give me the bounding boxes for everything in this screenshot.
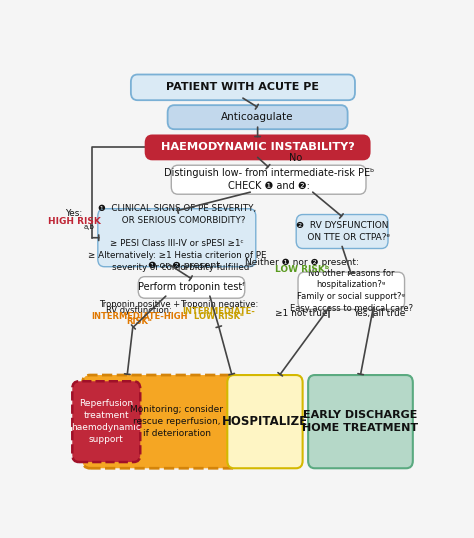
Text: Yes:: Yes:	[65, 209, 82, 218]
Text: HAEMODYNAMIC INSTABILITY?: HAEMODYNAMIC INSTABILITY?	[161, 143, 355, 152]
Text: ❷  RV DYSFUNCTION
     ON TTE OR CTPA?ᵉ: ❷ RV DYSFUNCTION ON TTE OR CTPA?ᵉ	[293, 221, 391, 242]
Text: LOW RISKᵇ: LOW RISKᵇ	[194, 313, 244, 321]
FancyBboxPatch shape	[131, 74, 355, 100]
Text: HOSPITALIZE: HOSPITALIZE	[222, 415, 308, 428]
FancyBboxPatch shape	[82, 375, 242, 468]
Text: RISKᵇ: RISKᵇ	[127, 317, 152, 327]
FancyBboxPatch shape	[228, 375, 302, 468]
Text: No other reasons for
hospitalization?ᵍ
Family or social support?ᵍ
Easy access to: No other reasons for hospitalization?ᵍ F…	[290, 268, 413, 313]
Text: No: No	[289, 153, 302, 163]
FancyBboxPatch shape	[296, 215, 388, 249]
Text: Perform troponin testᶠ: Perform troponin testᶠ	[138, 282, 245, 293]
Text: INTERMEDIATE-HIGH: INTERMEDIATE-HIGH	[91, 312, 188, 321]
FancyBboxPatch shape	[138, 277, 245, 298]
Text: ❶  CLINICAL SIGNS OF PE SEVERITY,
     OR SERIOUS COMORBIDITY?

≥ PESI Class III: ❶ CLINICAL SIGNS OF PE SEVERITY, OR SERI…	[88, 204, 266, 272]
FancyBboxPatch shape	[73, 381, 140, 462]
Text: Troponin positive +: Troponin positive +	[99, 300, 180, 309]
FancyBboxPatch shape	[146, 136, 370, 159]
FancyBboxPatch shape	[298, 272, 405, 309]
FancyBboxPatch shape	[308, 375, 413, 468]
Text: HIGH RISK: HIGH RISK	[47, 217, 100, 226]
FancyBboxPatch shape	[171, 165, 366, 194]
Text: INTERMEDIATE-: INTERMEDIATE-	[182, 307, 255, 316]
FancyBboxPatch shape	[168, 105, 347, 129]
Text: ❶ or ❷ present: ❶ or ❷ present	[148, 260, 220, 270]
Text: PATIENT WITH ACUTE PE: PATIENT WITH ACUTE PE	[166, 82, 319, 93]
Text: Reperfusion
treatment
haemodynamic
support: Reperfusion treatment haemodynamic suppo…	[71, 399, 141, 444]
Text: ≥1 not true: ≥1 not true	[275, 309, 328, 318]
Text: Anticoagulate: Anticoagulate	[221, 112, 294, 122]
Text: Neither ❶ nor ❷ present:: Neither ❶ nor ❷ present:	[245, 258, 359, 267]
Text: RV dysfunction:: RV dysfunction:	[107, 306, 172, 315]
Text: LOW RISKᵇ: LOW RISKᵇ	[274, 265, 329, 274]
Text: a,b: a,b	[83, 224, 94, 230]
Text: Yes, all true: Yes, all true	[353, 309, 405, 318]
FancyBboxPatch shape	[98, 209, 256, 267]
Text: Monitoring; consider
rescue reperfusion,
if deterioration: Monitoring; consider rescue reperfusion,…	[130, 405, 223, 438]
Text: EARLY DISCHARGE
HOME TREATMENT: EARLY DISCHARGE HOME TREATMENT	[302, 410, 419, 433]
Text: Distinguish low- from intermediate-risk PEᵇ
CHECK ❶ and ❷:: Distinguish low- from intermediate-risk …	[164, 168, 374, 192]
Text: Troponin negative:: Troponin negative:	[180, 300, 258, 309]
